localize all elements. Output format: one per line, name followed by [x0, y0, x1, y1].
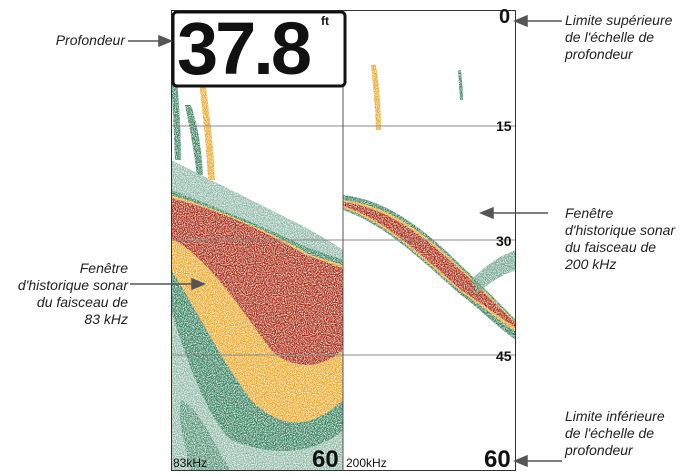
callout-beam-200khz: Fenêtre d'historique sonar du faisceau d… — [565, 205, 685, 273]
scale-mark-45: 45 — [496, 348, 512, 364]
callout-depth: Profondeur — [20, 32, 125, 49]
scale-mark-60: 60 — [484, 446, 511, 473]
callout-depth-line-1: Profondeur — [55, 32, 125, 48]
callout-upper-limit-line-3: profondeur — [565, 46, 633, 62]
callout-beam-83-line-1: Fenêtre — [79, 260, 128, 276]
callout-upper-limit: Limite supérieure de l'échelle de profon… — [565, 12, 685, 63]
depth-unit: ft — [321, 14, 329, 28]
callout-beam-200-line-4: 200 kHz — [565, 256, 617, 272]
callout-lower-limit: Limite inférieure de l'échelle de profon… — [565, 408, 685, 459]
callout-lower-limit-line-1: Limite inférieure — [565, 408, 665, 424]
arrow-200khz — [479, 206, 494, 220]
left-scale-60: 60 — [312, 446, 339, 473]
callout-beam-83-line-2: d'historique sonar — [17, 277, 128, 293]
callout-beam-200-line-3: du faisceau de — [565, 239, 657, 255]
callout-beam-83khz: Fenêtre d'historique sonar du faisceau d… — [2, 260, 128, 328]
callout-lower-limit-line-3: profondeur — [565, 442, 633, 458]
freq-label-83khz: 83kHz — [173, 456, 208, 470]
arrow-lower-limit — [513, 454, 528, 468]
depth-readout-box — [171, 10, 347, 88]
sonar-screen: 37.8 ft 0 15 30 45 60 83kHz 60 200kHz — [171, 6, 516, 473]
depth-value: 37.8 — [177, 7, 312, 90]
arrow-upper-limit — [513, 14, 528, 28]
arrow-83khz — [191, 277, 206, 291]
scale-mark-30: 30 — [496, 233, 512, 249]
callout-upper-limit-line-1: Limite supérieure — [565, 12, 673, 28]
freq-label-200khz: 200kHz — [346, 456, 387, 470]
callout-beam-83-line-3: du faisceau de — [36, 294, 128, 310]
callout-beam-200-line-1: Fenêtre — [565, 205, 614, 221]
sonar-history-83khz — [171, 70, 343, 471]
sonar-history-200khz — [343, 65, 516, 340]
scale-mark-15: 15 — [496, 118, 512, 134]
arrow-depth — [158, 34, 173, 48]
callout-lower-limit-line-2: de l'échelle de — [565, 425, 655, 441]
callout-beam-83-line-4: 83 kHz — [84, 311, 128, 327]
callout-beam-200-line-2: d'historique sonar — [565, 222, 676, 238]
callout-upper-limit-line-2: de l'échelle de — [565, 29, 655, 45]
scale-mark-0: 0 — [499, 6, 511, 28]
